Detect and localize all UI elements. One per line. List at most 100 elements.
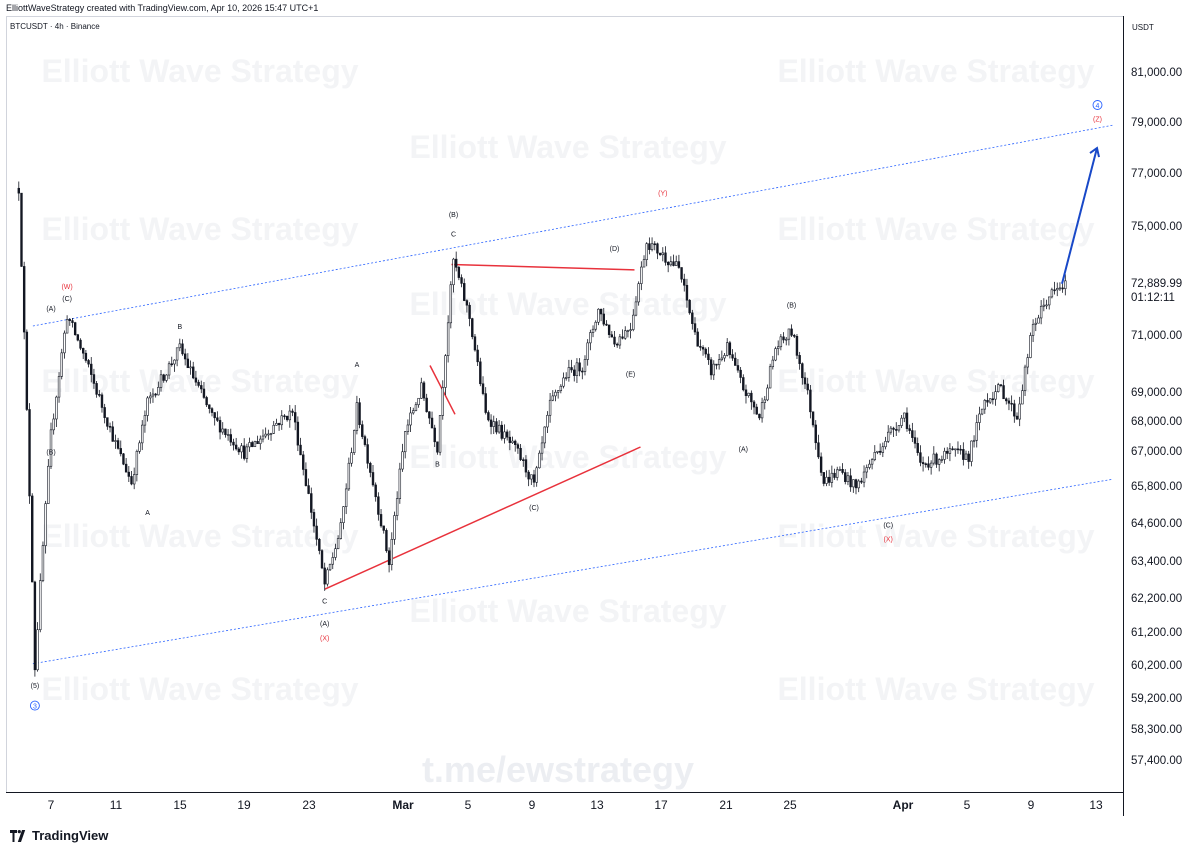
price-tick-label: 60,200.00 xyxy=(1131,660,1183,672)
candle-body xyxy=(637,283,640,303)
wave-label: (W) xyxy=(61,284,72,291)
candle-body xyxy=(1015,415,1019,420)
current-price: 72,889.99 xyxy=(1131,278,1183,290)
candle-body xyxy=(736,365,740,371)
candle-body xyxy=(17,187,20,194)
candle-body xyxy=(79,339,82,349)
wave-label: (D) xyxy=(610,246,620,253)
candle-body xyxy=(114,440,117,442)
candle-body xyxy=(782,336,785,341)
candle-body xyxy=(573,369,576,376)
candle-body xyxy=(538,452,541,469)
candle-body xyxy=(511,440,514,444)
candle-body xyxy=(599,308,603,315)
candle-body xyxy=(371,472,375,486)
date-tick-label: 9 xyxy=(1027,798,1035,812)
chart-canvas[interactable]: Elliott Wave Strategy Elliott Wave Strate… xyxy=(0,0,1200,816)
candle-body xyxy=(661,252,665,256)
candle-body xyxy=(65,319,69,334)
symbol-legend[interactable]: BTCUSDT · 4h · Binance xyxy=(10,22,100,31)
plot-area[interactable] xyxy=(6,16,1124,793)
candle-body xyxy=(441,387,444,416)
wave-label: (E) xyxy=(626,371,635,378)
candle-body xyxy=(162,374,165,381)
candle-body xyxy=(774,348,777,361)
candle-body xyxy=(175,347,179,361)
candle-body xyxy=(895,429,898,431)
candle-body xyxy=(500,424,503,439)
candle-body xyxy=(159,374,163,388)
date-tick-label: 13 xyxy=(590,798,604,812)
candle-body xyxy=(248,442,251,448)
candle-body xyxy=(924,463,927,466)
candle-body xyxy=(205,397,208,406)
candle-body xyxy=(543,426,546,444)
candle-body xyxy=(460,277,463,284)
candle-body xyxy=(806,383,809,391)
price-tick-label: 57,400.00 xyxy=(1131,755,1183,767)
candle-body xyxy=(473,336,477,351)
candle-body xyxy=(621,336,624,339)
candle-body xyxy=(275,423,278,426)
candle-body xyxy=(640,266,643,284)
candle-body xyxy=(49,429,53,467)
tradingview-logo[interactable]: TradingView xyxy=(10,828,108,843)
candle-body xyxy=(854,479,858,489)
candle-body xyxy=(605,323,608,326)
candle-body xyxy=(610,334,614,338)
candle-body xyxy=(986,399,989,403)
candle-body xyxy=(943,450,946,460)
candle-body xyxy=(1039,305,1043,319)
candle-body xyxy=(688,299,691,314)
candle-body xyxy=(224,428,227,435)
brand-watermark: Elliott Wave Strategy xyxy=(409,129,726,165)
candle-body xyxy=(1013,403,1016,417)
candle-body xyxy=(717,359,721,366)
candle-body xyxy=(157,387,160,396)
candle-body xyxy=(476,349,479,363)
candle-body xyxy=(785,338,788,341)
candle-body xyxy=(189,366,192,369)
candle-body xyxy=(170,363,173,366)
candle-body xyxy=(151,393,155,397)
candle-body xyxy=(95,383,98,395)
candle-body xyxy=(664,252,667,263)
candle-body xyxy=(980,408,984,415)
candle-body xyxy=(929,462,933,468)
price-axis[interactable]: USDT 81,000.00 79,000.00 77,000.00 75,000.0… xyxy=(1123,16,1200,816)
wave-label: A xyxy=(355,362,360,369)
price-tick-label: 67,000.00 xyxy=(1131,446,1183,458)
candle-body xyxy=(634,301,638,316)
projection-arrow-head xyxy=(1089,146,1100,158)
candle-body xyxy=(615,343,619,346)
price-tick-label: 69,000.00 xyxy=(1131,387,1183,399)
candle-body xyxy=(446,322,450,356)
candle-body xyxy=(833,472,836,478)
candle-body xyxy=(307,485,310,494)
candle-body xyxy=(503,431,506,439)
candle-body xyxy=(699,345,702,348)
candle-body xyxy=(728,342,732,355)
candle-body xyxy=(559,385,563,391)
time-axis[interactable]: 7 11 15 19 23 Mar 5 9 13 17 21 25 Apr 5 9 13 xyxy=(6,792,1123,817)
candle-body xyxy=(524,459,528,473)
candle-body xyxy=(701,347,705,350)
candle-body xyxy=(60,352,63,377)
candle-body xyxy=(744,389,748,396)
candle-body xyxy=(776,346,780,349)
candle-body xyxy=(44,503,47,546)
candle-body xyxy=(487,412,490,421)
date-tick-label: Apr xyxy=(892,798,914,812)
candle-body xyxy=(594,321,597,330)
candle-body xyxy=(251,442,254,448)
candle-body xyxy=(92,374,96,384)
candle-body xyxy=(562,377,565,387)
candle-body xyxy=(535,467,538,483)
candle-body xyxy=(870,459,874,465)
candle-body xyxy=(234,444,238,450)
candle-body xyxy=(143,415,147,426)
candle-body xyxy=(591,328,595,333)
candle-body xyxy=(31,495,34,583)
candle-body xyxy=(508,436,512,444)
price-tick-label: 58,300.00 xyxy=(1131,724,1183,736)
